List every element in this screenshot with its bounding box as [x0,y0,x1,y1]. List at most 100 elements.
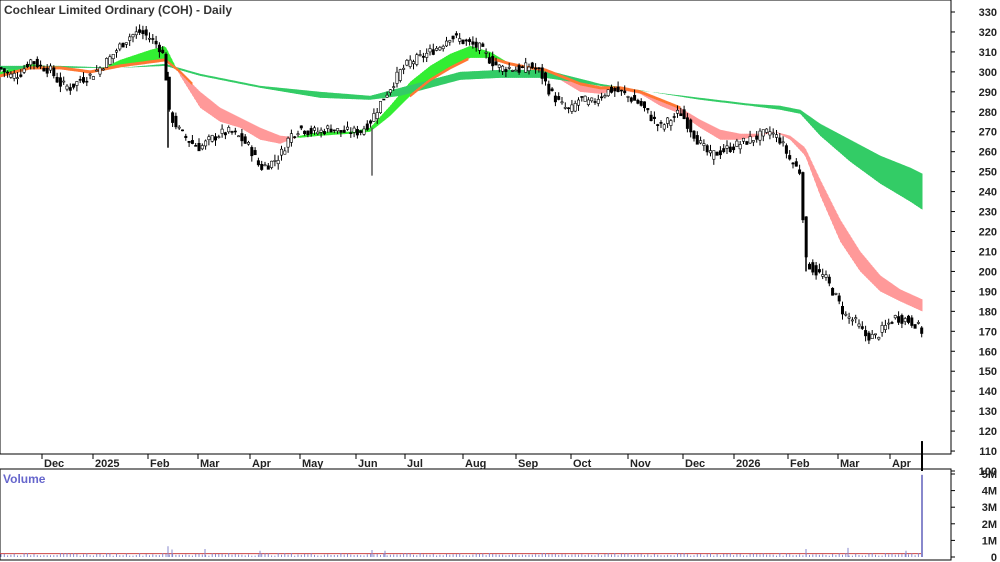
short-ribbon-crossover [412,91,415,96]
long-ribbon-segment [656,92,659,94]
long-ribbon-segment [436,77,439,87]
short-ribbon-segment [426,67,429,84]
long-ribbon-segment [842,135,845,157]
short-ribbon-crossover [604,86,607,90]
short-ribbon-segment [724,130,727,140]
price-bar-body [250,147,254,157]
short-ribbon-crossover [510,62,513,66]
short-ribbon-crossover [608,86,611,90]
short-ribbon-segment [708,123,711,134]
price-bar-body [596,99,600,104]
long-ribbon-segment [740,102,743,105]
short-ribbon-segment [438,59,441,76]
price-bar-body [626,96,630,98]
long-ribbon-segment [214,76,217,80]
long-ribbon-segment [216,77,219,80]
long-ribbon-segment [378,93,381,99]
short-ribbon-segment [210,99,213,117]
y-tick-label: 150 [979,366,997,378]
long-ribbon-segment [642,90,645,92]
long-ribbon-segment [314,91,317,98]
price-bar-body [111,53,115,59]
short-ribbon-crossover [666,100,669,105]
long-ribbon-segment [790,107,793,113]
price-bar-body [372,113,376,122]
long-ribbon-segment [270,86,273,90]
long-ribbon-segment [776,105,779,110]
short-ribbon-crossover [436,73,439,78]
short-ribbon-crossover [190,80,193,86]
short-ribbon-segment [454,51,457,66]
long-ribbon-segment [688,96,691,99]
long-ribbon-segment [472,71,475,80]
long-ribbon-segment [762,104,765,108]
long-ribbon-segment [904,165,907,200]
long-ribbon-segment [846,137,849,160]
long-ribbon-segment [486,70,489,79]
price-bar-body [834,293,838,295]
long-ribbon-segment [496,69,499,79]
long-ribbon-segment [890,159,893,191]
long-ribbon-segment [732,101,735,104]
y-tick-label: 200 [979,266,997,278]
price-bar-body [121,42,125,48]
short-ribbon-crossover [562,75,565,79]
long-ribbon-segment [874,152,877,181]
price-bar-body [534,67,538,70]
short-ribbon-crossover [500,59,503,63]
price-bar-body [336,128,340,132]
short-ribbon-segment [452,52,455,67]
long-ribbon-segment [230,79,233,83]
short-ribbon-segment [586,85,589,93]
long-ribbon-segment [76,66,79,68]
price-bar-body [247,142,251,145]
short-ribbon-crossover [622,86,625,91]
long-ribbon-segment [326,92,329,99]
price-bar-body [207,136,211,140]
price-bar-body [124,42,128,45]
long-ribbon-segment [892,160,895,193]
long-ribbon-segment [738,102,741,105]
short-ribbon-crossover [120,64,123,68]
long-ribbon-segment [200,73,203,77]
price-bar-body [636,99,640,104]
short-ribbon-crossover [86,69,89,74]
price-bar-body [342,129,346,133]
long-ribbon-segment [152,64,155,67]
short-ribbon-crossover [560,74,563,79]
price-bar-body [784,145,788,154]
price-bar-body [148,37,152,40]
short-ribbon-crossover [142,61,145,65]
y-tick-label: 230 [979,207,997,219]
short-ribbon-segment [122,58,125,66]
price-bar-body [283,150,287,155]
long-ribbon-segment [640,90,643,91]
price-bar-body [171,112,175,123]
short-ribbon-segment [450,53,453,68]
long-ribbon-segment [458,71,461,81]
price-bar-body [837,295,841,302]
price-bar-body [903,318,907,322]
long-ribbon-segment [364,95,367,100]
price-bar-body [402,67,406,70]
long-ribbon-segment [14,65,17,70]
price-bar-body [194,145,198,147]
short-ribbon-segment [254,124,257,138]
price-bar-body [656,124,660,126]
short-ribbon-crossover [116,64,119,69]
short-ribbon-crossover [148,60,151,64]
price-bar-body [864,330,868,337]
long-ribbon-segment [276,87,279,91]
y-tick-label: 220 [979,227,997,239]
y-tick-label: 310 [979,47,997,59]
price-bar-body [273,160,277,162]
long-ribbon-segment [318,91,321,98]
short-ribbon-segment [192,83,195,99]
short-ribbon-crossover [674,103,677,108]
long-ribbon-segment [720,100,723,103]
short-ribbon-segment [384,110,387,121]
short-ribbon-segment [714,126,717,138]
long-ribbon-segment [476,70,479,80]
price-bar-body [705,145,709,153]
y-tick-label: 190 [979,286,997,298]
